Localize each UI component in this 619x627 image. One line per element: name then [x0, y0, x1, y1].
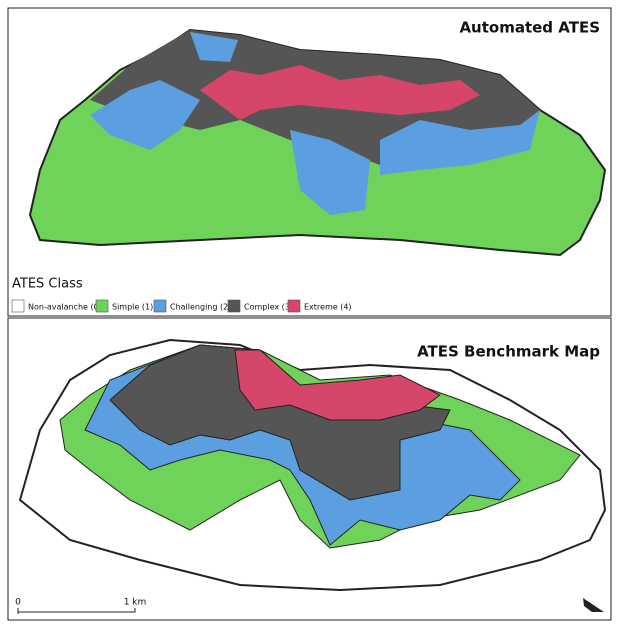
- legend-label: Extreme (4): [304, 303, 352, 312]
- legend-label: Complex (3): [244, 303, 293, 312]
- legend-swatch: [227, 299, 241, 313]
- scale-end: 1 km: [124, 598, 147, 608]
- terrain-benchmark: [18, 338, 607, 592]
- legend-swatch: [287, 299, 301, 313]
- scale-start: 0: [15, 598, 21, 608]
- panel-title: ATES Benchmark Map: [417, 343, 600, 361]
- legend-label: Non-avalanche (0): [28, 303, 102, 312]
- north-arrow: [583, 598, 604, 612]
- terrain-automated: [28, 28, 607, 257]
- legend: Non-avalanche (0) Simple (1) Challenging (…: [11, 299, 352, 313]
- legend-swatch: [153, 299, 167, 313]
- scale-bar: 0 1 km: [15, 598, 147, 614]
- legend-label: Challenging (2): [170, 303, 231, 312]
- legend-swatch: [11, 299, 25, 313]
- panel-title: Automated ATES: [459, 19, 600, 37]
- legend-title: ATES Class: [12, 277, 83, 292]
- legend-label: Simple (1): [112, 303, 153, 312]
- legend-swatch: [95, 299, 109, 313]
